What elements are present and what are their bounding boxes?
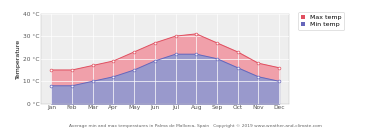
Point bbox=[69, 69, 75, 71]
Point bbox=[48, 85, 54, 87]
Point bbox=[152, 60, 158, 62]
Point bbox=[110, 60, 117, 62]
Y-axis label: Temperature: Temperature bbox=[16, 39, 21, 79]
Point bbox=[255, 62, 262, 64]
Point bbox=[235, 51, 241, 53]
Point bbox=[255, 76, 262, 78]
Point bbox=[193, 53, 199, 55]
Point bbox=[90, 80, 96, 82]
Point bbox=[48, 69, 54, 71]
Point bbox=[214, 42, 220, 44]
Point bbox=[172, 35, 179, 37]
Point bbox=[235, 67, 241, 69]
Point bbox=[193, 33, 199, 35]
Point bbox=[90, 64, 96, 67]
Text: Average min and max temperatures in Palma de Mallorca, Spain   Copyright © 2019 : Average min and max temperatures in Palm… bbox=[69, 124, 322, 128]
Point bbox=[152, 42, 158, 44]
Point bbox=[110, 76, 117, 78]
Legend: Max temp, Min temp: Max temp, Min temp bbox=[298, 12, 344, 30]
Point bbox=[131, 69, 137, 71]
Point bbox=[214, 58, 220, 60]
Point bbox=[172, 53, 179, 55]
Point bbox=[69, 85, 75, 87]
Point bbox=[276, 80, 282, 82]
Point bbox=[131, 51, 137, 53]
Point bbox=[276, 67, 282, 69]
